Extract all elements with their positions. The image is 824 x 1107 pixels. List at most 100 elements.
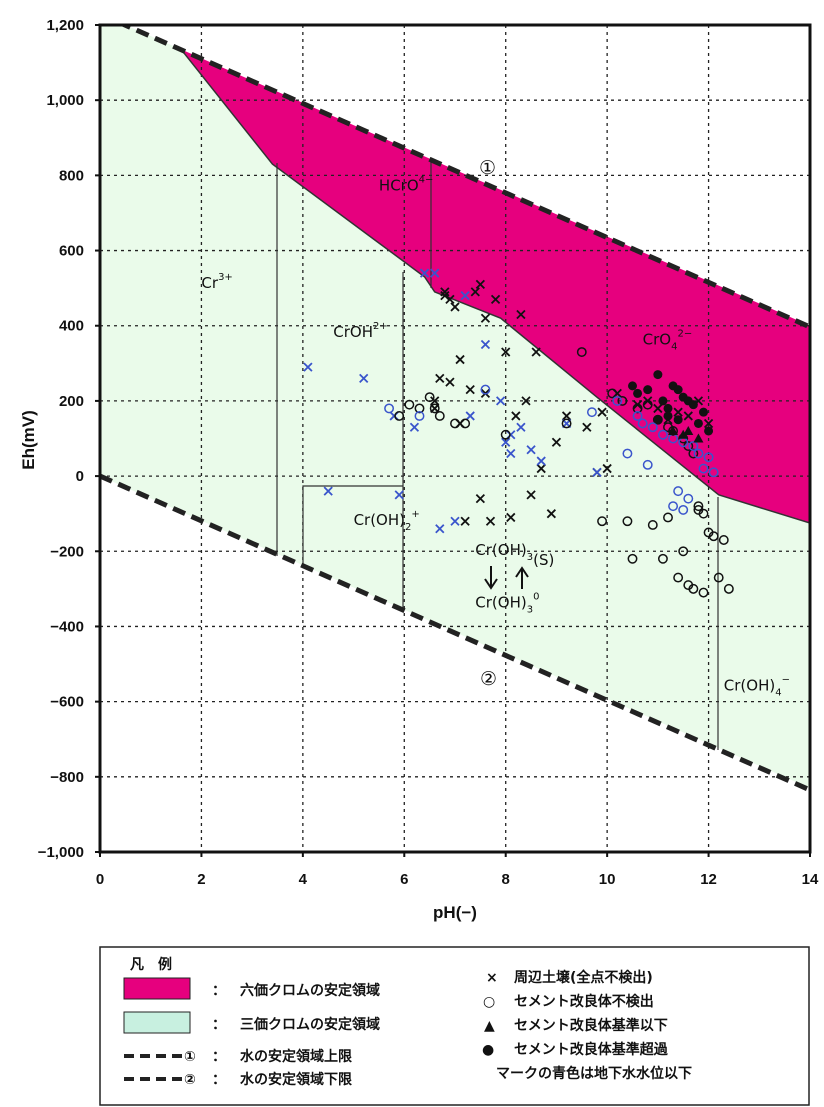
- point-triangle: [678, 429, 689, 439]
- point-x: [460, 291, 470, 301]
- point-filled-circle: [699, 407, 708, 417]
- point-x: [561, 411, 572, 421]
- point-filled-circle: [704, 426, 714, 436]
- point-x: [359, 373, 369, 383]
- legend-marker-filled-circle-icon: ●: [482, 1042, 494, 1058]
- legend-label-triangle: セメント改良体基準以下: [514, 1017, 668, 1034]
- point-filled-circle: [643, 385, 653, 395]
- point-open-circle: [693, 501, 704, 512]
- y-tick-label: −800: [50, 769, 84, 786]
- point-open-circle: [673, 486, 684, 497]
- legend-label-hexavalent: 六価クロムの安定領域: [240, 982, 380, 999]
- legend-colon: ：: [212, 1017, 226, 1033]
- point-filled-circle: [673, 415, 683, 425]
- point-open-circle: [678, 546, 689, 557]
- point-open-circle: [657, 553, 668, 564]
- point-x: [445, 377, 455, 387]
- hexavalent-region: [181, 49, 810, 524]
- point-x: [465, 384, 475, 395]
- point-open-circle: [723, 583, 734, 594]
- point-x: [455, 418, 465, 429]
- point-open-circle: [698, 587, 709, 598]
- point-open-circle: [632, 403, 643, 414]
- point-open-circle: [500, 429, 511, 440]
- legend-label-x: 周辺土壌(全点不検出): [514, 969, 653, 986]
- water-lower-limit-line: [100, 473, 810, 793]
- point-filled-circle: [693, 418, 703, 428]
- point-open-circle: [688, 448, 699, 459]
- y-tick-label: −400: [50, 618, 84, 635]
- point-open-circle: [576, 347, 587, 357]
- point-triangle: [693, 433, 704, 443]
- x-tick-label: 4: [299, 871, 308, 888]
- point-x: [526, 490, 536, 500]
- point-x: [521, 396, 531, 406]
- y-tick-label: 200: [59, 393, 84, 410]
- point-triangle: [683, 425, 694, 435]
- legend-label-lower: 水の安定領域下限: [240, 1071, 352, 1088]
- point-open-circle: [693, 448, 704, 459]
- point-open-circle: [713, 572, 724, 583]
- point-open-circle: [404, 399, 415, 410]
- point-filled-circle: [633, 388, 643, 398]
- point-x: [480, 339, 491, 350]
- down-arrow-icon: [484, 566, 498, 590]
- point-x: [536, 456, 546, 466]
- legend-swatch-hexavalent: [123, 977, 191, 1000]
- point-x: [389, 411, 399, 421]
- point-x: [460, 516, 470, 526]
- point-open-circle: [663, 512, 673, 523]
- legend-colon: ：: [212, 1049, 226, 1065]
- point-x: [526, 445, 536, 455]
- point-x: [516, 422, 526, 432]
- up-arrow-icon: [515, 566, 529, 589]
- water-upper-limit-line: [118, 25, 810, 330]
- point-filled-circle: [653, 370, 663, 380]
- point-filled-circle: [658, 396, 668, 406]
- point-open-circle: [718, 535, 729, 545]
- point-open-circle: [414, 410, 425, 421]
- x-tick-label: 8: [502, 871, 510, 888]
- point-x: [501, 437, 511, 447]
- point-x: [455, 354, 465, 365]
- upper-limit-number: ①: [479, 157, 496, 179]
- region-label: Cr(OH)2+: [354, 509, 420, 533]
- point-open-circle: [632, 410, 643, 421]
- legend-label-trivalent: 三価クロムの安定領域: [240, 1016, 380, 1033]
- point-x: [597, 407, 607, 417]
- point-x: [450, 302, 460, 312]
- region-label: CrO42−: [643, 329, 693, 353]
- point-x: [582, 422, 592, 432]
- region-label: Cr3+: [201, 272, 232, 292]
- point-open-circle: [688, 441, 699, 451]
- equilibrium-arrows: [484, 566, 529, 590]
- point-x: [475, 494, 485, 504]
- point-x: [602, 463, 612, 474]
- point-x: [430, 268, 440, 278]
- point-open-circle: [460, 418, 471, 429]
- point-open-circle: [698, 463, 709, 474]
- point-open-circle: [617, 395, 628, 406]
- y-tick-label: −200: [50, 543, 84, 560]
- region-labels: HCrO4− CrO42− Cr3+ CrOH2+ Cr(OH)2+ Cr(OH)3(S)…: [201, 174, 790, 698]
- x-tick-label: 14: [802, 871, 819, 888]
- y-tick-label: 0: [76, 468, 84, 485]
- species-divider-lines: [276, 160, 719, 750]
- point-open-circle: [673, 572, 684, 583]
- point-open-circle: [708, 467, 719, 478]
- legend-label-filled-circle: セメント改良体基準超過: [514, 1041, 669, 1058]
- point-open-circle: [668, 501, 679, 512]
- point-filled-circle: [628, 381, 637, 391]
- point-x: [430, 396, 440, 406]
- point-x: [394, 490, 404, 500]
- point-x: [506, 430, 516, 440]
- point-x: [445, 294, 455, 305]
- point-open-circle: [597, 516, 608, 527]
- point-filled-circle: [653, 415, 663, 425]
- point-x: [506, 512, 516, 523]
- y-axis-title: Eh(mV): [19, 410, 38, 470]
- point-open-circle: [642, 459, 653, 470]
- point-x: [673, 407, 683, 417]
- point-open-circle: [678, 504, 689, 515]
